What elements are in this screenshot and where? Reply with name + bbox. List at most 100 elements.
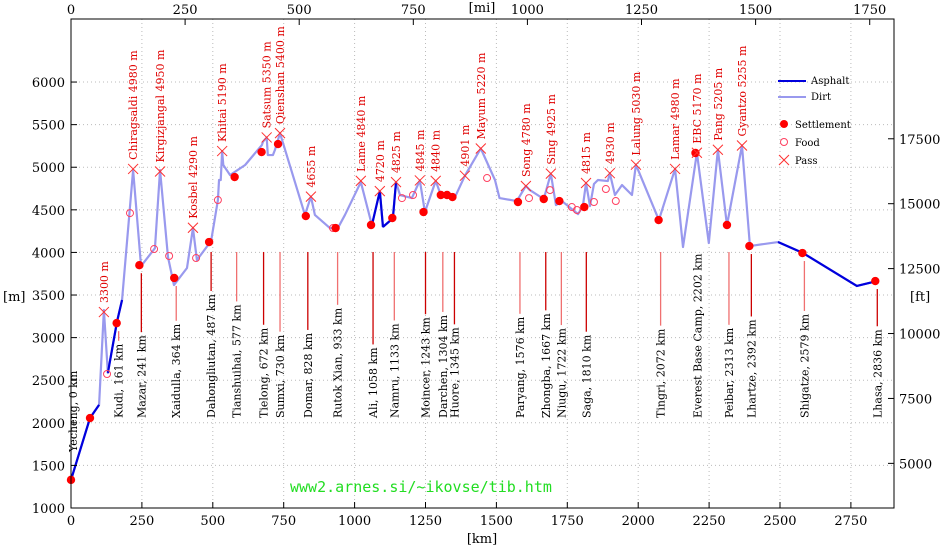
settlement-marker — [273, 139, 283, 149]
food-marker — [525, 194, 534, 203]
y-tick-label: 4500 — [32, 204, 65, 219]
food-marker — [192, 254, 201, 263]
town-label: Mazar, 241 km — [135, 335, 148, 418]
food-marker — [150, 245, 159, 254]
town-label: Zhongba, 1667 km — [540, 313, 553, 418]
pass-label: Lame 4840 m — [355, 95, 368, 172]
pass-marker — [305, 191, 317, 202]
dirt-line — [69, 132, 878, 481]
legend-pass-label: Pass — [795, 156, 818, 167]
settlement-marker — [798, 248, 807, 258]
settlement-marker — [170, 273, 179, 283]
y2-tick-label: 5000 — [899, 457, 932, 472]
pass-marker — [520, 180, 532, 192]
pass-label: 4825 m — [390, 131, 403, 173]
settlement-marker — [301, 211, 311, 221]
town-label: Tielong, 672 km — [258, 327, 271, 418]
x-tick-label: 250 — [129, 514, 154, 529]
pass-marker — [691, 147, 703, 159]
y-tick-label: 2500 — [32, 374, 65, 389]
pass-marker — [712, 144, 724, 156]
y2-tick-label: 17500 — [899, 133, 940, 148]
pass-marker — [545, 168, 557, 179]
pass-label: 4930 m — [604, 122, 617, 164]
settlement-marker — [539, 194, 548, 204]
y2-tick-label: 10000 — [899, 328, 940, 343]
pass-marker — [274, 127, 286, 139]
settlement-marker — [112, 318, 121, 328]
settlement-marker — [871, 276, 880, 286]
y-tick-label: 1500 — [32, 459, 65, 474]
x-tick-label: 1250 — [409, 514, 442, 529]
town-label: Moincer, 1243 km — [420, 317, 433, 418]
y-tick-label: 1000 — [32, 502, 65, 517]
settlement-marker — [366, 220, 376, 230]
pass-marker — [580, 177, 592, 189]
town-label: Darchen, 1304 km — [437, 314, 450, 418]
settlement-marker — [204, 237, 214, 247]
settlement-marker — [448, 192, 457, 202]
town-label: Everest Base Camp, 2202 km — [691, 253, 704, 418]
x-tick-label: 1750 — [551, 514, 584, 529]
pass-label: Sing 4925 m — [545, 93, 558, 164]
pass-label: 4720 m — [374, 140, 387, 182]
food-marker — [545, 186, 554, 195]
town-label: Sumxi, 730 km — [274, 334, 287, 418]
x-axis-label: [km] — [467, 532, 497, 547]
pass-label: 4901 m — [459, 124, 472, 166]
settlement-marker — [722, 220, 732, 230]
settlement-marker — [580, 202, 589, 212]
pass-label: 4815 m — [580, 132, 593, 174]
pass-marker — [127, 163, 139, 175]
pass-marker — [216, 145, 228, 157]
pass-label: Song 4780 m — [520, 103, 533, 177]
town-label: Peibar, 2313 km — [723, 327, 736, 418]
settlement-marker — [85, 413, 95, 423]
x-tick-label: 2500 — [763, 514, 796, 529]
y-axis-label: [m] — [3, 290, 25, 305]
town-markers: Yecheng, 0 km Kudi, 161 km Mazar, 241 km Xa… — [67, 252, 884, 453]
pass-label: Satsum 5350 m — [261, 41, 274, 129]
x-tick-label: 1000 — [338, 514, 371, 529]
settlement-marker — [436, 190, 446, 200]
pass-marker — [630, 159, 642, 171]
x2-tick-label: 750 — [401, 3, 426, 18]
pass-label: Qienshan 5400 m — [274, 26, 287, 124]
pass-label: 4845 m — [414, 129, 427, 171]
y2-axis-label: [ft] — [910, 290, 930, 305]
pass-marker — [98, 306, 110, 318]
pass-marker — [669, 163, 681, 175]
x2-tick-label: 1250 — [625, 3, 658, 18]
pass-label: Chiragsaldi 4980 m — [127, 50, 140, 160]
food-marker — [611, 197, 620, 206]
town-label: Lhartze, 2392 km — [745, 319, 758, 418]
town-label: Lhasa, 2836 km — [871, 329, 884, 418]
pass-marker — [459, 170, 471, 182]
x2-tick-label: 1500 — [739, 3, 772, 18]
pass-marker — [154, 166, 166, 177]
settlement-marker — [654, 215, 663, 225]
pass-label: 3300 m — [98, 261, 111, 303]
markers: 3300 m Chiragsaldi 4980 m Kirgizjangal 495… — [66, 26, 880, 485]
town-label: Dahongliutan, 487 km — [205, 293, 218, 418]
y2-tick-label: 12500 — [899, 263, 940, 278]
pass-marker — [414, 175, 426, 186]
x2-axis-label: [mi] — [469, 1, 496, 16]
settlement-marker — [691, 148, 700, 158]
x-tick-label: 750 — [271, 514, 296, 529]
town-label: Shigatze, 2579 km — [798, 313, 811, 418]
pass-label: Kirgizjangal 4950 m — [154, 49, 167, 163]
food-marker — [165, 252, 174, 261]
pass-marker — [475, 143, 487, 154]
x-tick-label: 1500 — [480, 514, 513, 529]
plot-frame — [70, 18, 895, 509]
town-label: Ali, 1058 km — [367, 347, 380, 419]
pass-label: Kosbel 4290 m — [187, 135, 200, 218]
pass-label: 4840 m — [430, 129, 443, 171]
watermark-url: www2.arnes.si/~ikovse/tib.htm — [290, 478, 552, 496]
pass-marker — [374, 185, 386, 197]
x2-tick-label: 500 — [287, 3, 312, 18]
legend-settlement-label: Settlement — [795, 120, 851, 131]
pass-label: Pang 5205 m — [712, 67, 725, 141]
food-marker — [213, 196, 222, 205]
